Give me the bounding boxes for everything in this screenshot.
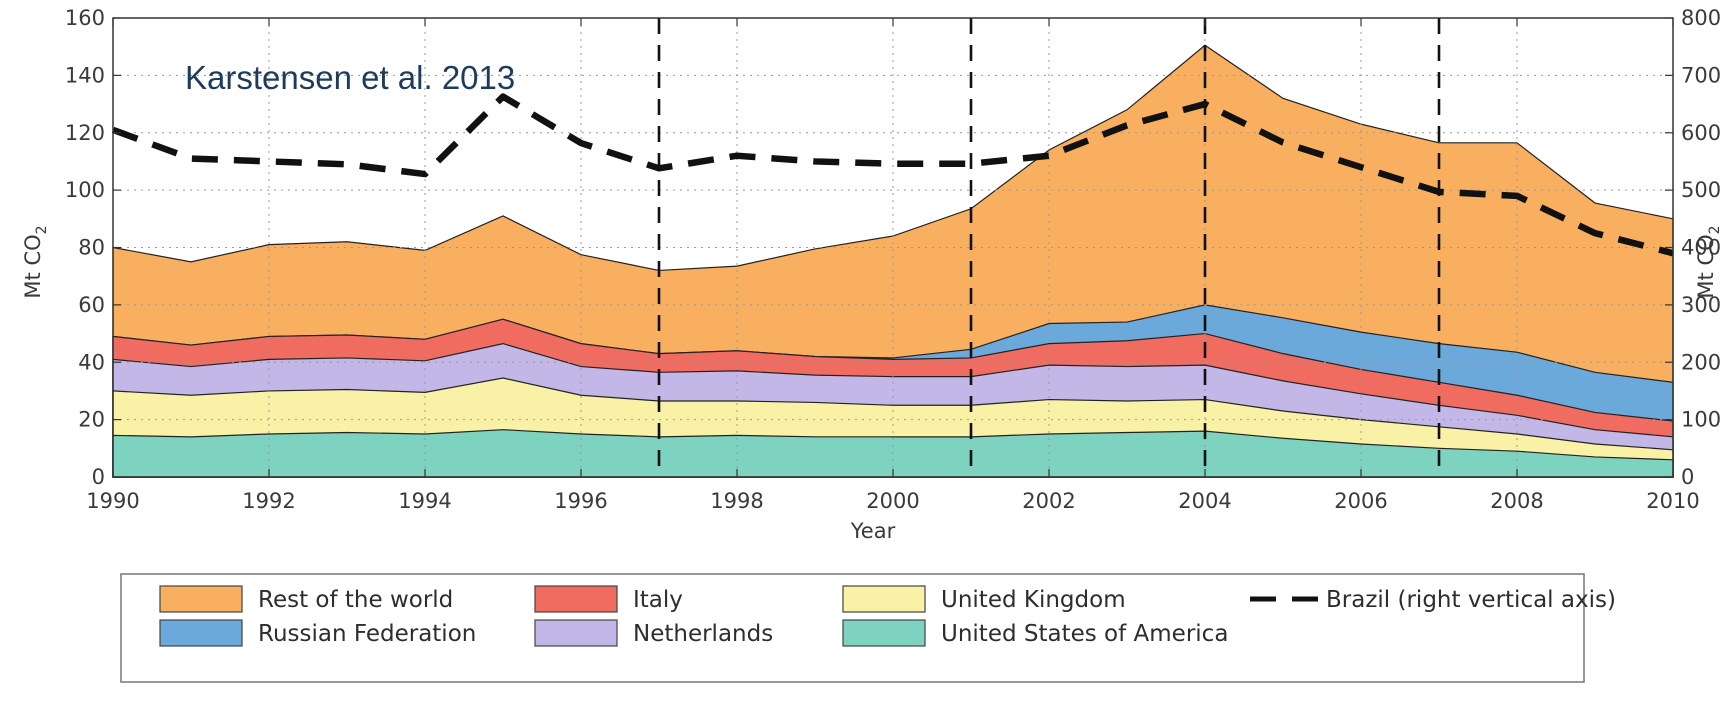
x-tick-labels: 1990 1992 1994 1996 1998 2000 2002 2004 2006 2008… [86, 18, 1700, 513]
x-tick-label: 2000 [866, 489, 919, 513]
x-tick-label: 2004 [1178, 489, 1231, 513]
grid-lines [113, 18, 1673, 477]
x-tick-label: 2008 [1490, 489, 1543, 513]
legend-swatch-rest-of-the-world [159, 585, 243, 613]
y-left-tick-label: 40 [78, 350, 105, 374]
x-axis-title: Year [850, 519, 896, 543]
legend-label-russian-federation: Russian Federation [258, 621, 476, 647]
annotation-text: Karstensen et al. 2013 [185, 59, 515, 96]
y-left-tick-label: 120 [65, 121, 105, 145]
legend-label-netherlands: Netherlands [633, 621, 773, 647]
y-right-tick-label: 0 [1681, 465, 1694, 489]
y-left-tick-labels: 0 20 40 60 80 100 120 140 160 [65, 6, 121, 489]
x-tick-label: 1994 [398, 489, 451, 513]
line-brazil [111, 93, 1674, 257]
brazil-series [111, 93, 1674, 257]
x-tick-label: 2010 [1646, 489, 1699, 513]
legend-label-rest-of-the-world: Rest of the world [258, 587, 453, 613]
y-left-tick-label: 160 [65, 6, 105, 30]
y-right-tick-labels: 0 100 200 300 400 500 600 700 800 [1665, 6, 1721, 489]
y-left-tick-label: 0 [92, 465, 105, 489]
x-tick-label: 1998 [710, 489, 763, 513]
x-tick-label: 2002 [1022, 489, 1075, 513]
y-right-tick-label: 700 [1681, 63, 1721, 87]
legend-swatch-netherlands [534, 619, 618, 647]
x-tick-label: 1992 [242, 489, 295, 513]
legend-label-united-kingdom: United Kingdom [941, 587, 1126, 613]
legend-swatch-italy [534, 585, 618, 613]
y-left-tick-label: 100 [65, 178, 105, 202]
y-left-tick-label: 140 [65, 63, 105, 87]
y-right-tick-label: 800 [1681, 6, 1721, 30]
y-left-axis-title: Mt CO2 [21, 225, 50, 298]
x-tick-label: 1990 [86, 489, 139, 513]
legend-label-italy: Italy [633, 587, 683, 613]
legend-label-brazil-right-vertical-axis-: Brazil (right vertical axis) [1326, 587, 1616, 613]
y-left-tick-label: 60 [78, 293, 105, 317]
y-right-tick-label: 100 [1681, 408, 1721, 432]
legend-swatch-united-kingdom [842, 585, 926, 613]
y-right-tick-label: 500 [1681, 178, 1721, 202]
legend: Rest of the world Russian Federation Italy… [120, 573, 1616, 683]
y-right-tick-label: 600 [1681, 121, 1721, 145]
y-right-tick-label: 400 [1681, 236, 1721, 260]
legend-swatch-united-states-of-america [842, 619, 926, 647]
x-tick-label: 2006 [1334, 489, 1387, 513]
legend-swatch-russian-federation [159, 619, 243, 647]
y-right-tick-label: 300 [1681, 293, 1721, 317]
vertical-reference-lines [657, 18, 1441, 477]
y-left-tick-label: 80 [78, 236, 105, 260]
y-right-axis-title: Mt CO2 [1694, 225, 1723, 298]
x-tick-label: 1996 [554, 489, 607, 513]
y-left-tick-label: 20 [78, 408, 105, 432]
y-right-tick-label: 200 [1681, 350, 1721, 374]
legend-label-united-states-of-america: United States of America [941, 621, 1228, 647]
